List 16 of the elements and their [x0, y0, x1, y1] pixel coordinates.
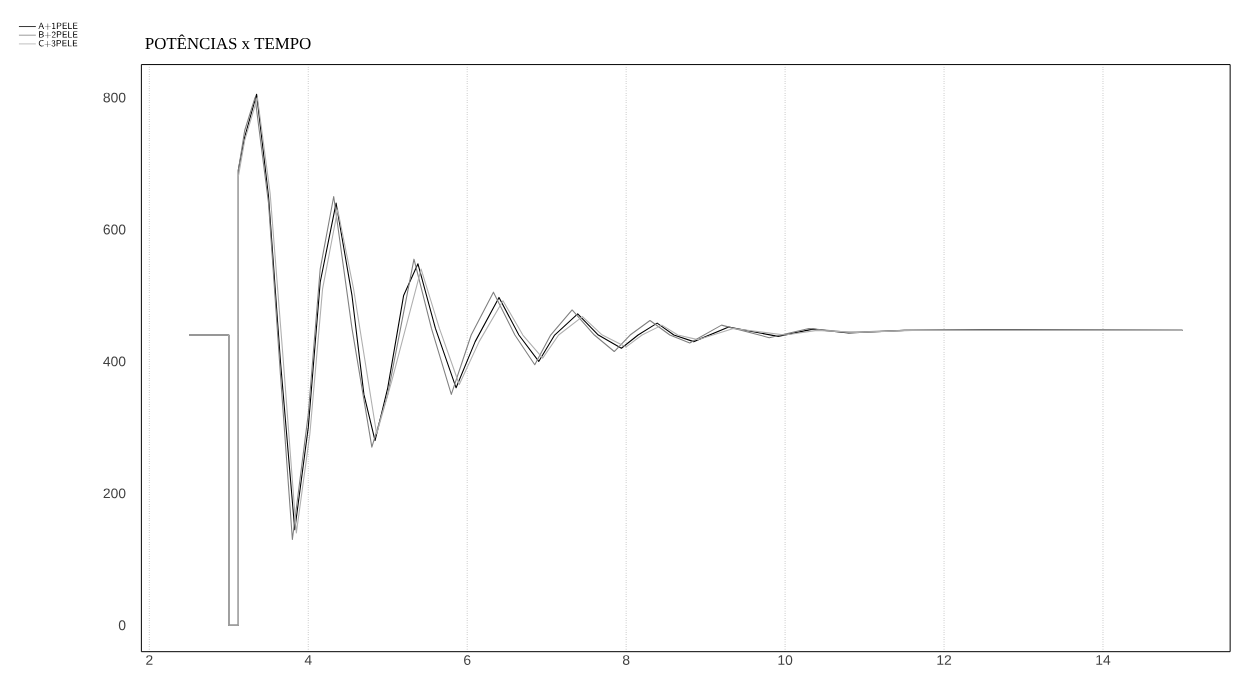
y-tick-label: 200 — [103, 488, 126, 499]
x-tick-label: 4 — [304, 654, 312, 665]
x-tick-label: 12 — [937, 654, 952, 665]
y-tick-label: 600 — [103, 224, 126, 235]
x-tick-label: 10 — [778, 654, 793, 665]
x-tick-label: 6 — [464, 654, 471, 665]
y-tick-label: 400 — [103, 356, 126, 367]
x-tick-label: 8 — [622, 654, 630, 665]
legend-label: A+1PELE — [38, 22, 78, 30]
chart-title: POTÊNCIAS x TEMPO — [145, 34, 311, 50]
x-tick-label: 14 — [1096, 654, 1111, 665]
legend-label: C+3PELE — [38, 39, 78, 47]
x-tick-label: 2 — [146, 654, 153, 665]
y-tick-label: 800 — [103, 92, 126, 103]
y-tick-label: 0 — [118, 620, 126, 631]
legend-label: B+2PELE — [39, 31, 78, 39]
